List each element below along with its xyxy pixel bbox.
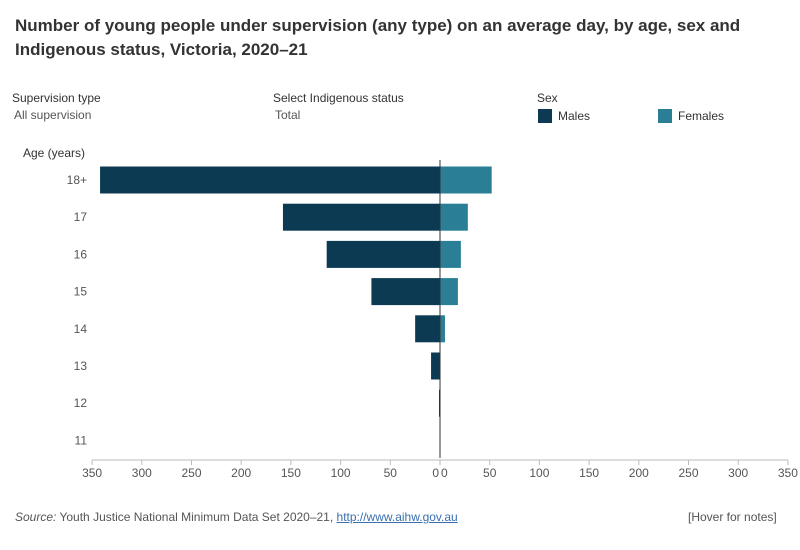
age-label-12: 12 bbox=[74, 396, 88, 410]
x-tick-label-right-350: 350 bbox=[778, 466, 798, 480]
hover-notes-button[interactable]: [Hover for notes] bbox=[688, 510, 777, 524]
x-tick-label-left-150: 150 bbox=[281, 466, 301, 480]
age-label-11: 11 bbox=[75, 433, 88, 447]
bar-males-13[interactable] bbox=[431, 352, 440, 380]
x-tick-label-right-150: 150 bbox=[579, 466, 599, 480]
legend-item-females[interactable]: Females bbox=[658, 109, 724, 123]
x-tick-label-right-250: 250 bbox=[678, 466, 698, 480]
bar-males-16[interactable] bbox=[326, 240, 440, 268]
source-text: Youth Justice National Minimum Data Set … bbox=[56, 510, 337, 524]
x-tick-label-left-50: 50 bbox=[384, 466, 398, 480]
age-label-14: 14 bbox=[74, 322, 88, 336]
indigenous-status-label: Select Indigenous status bbox=[273, 91, 404, 105]
bar-females-18+[interactable] bbox=[440, 166, 492, 194]
bar-males-15[interactable] bbox=[371, 278, 440, 306]
bar-females-14[interactable] bbox=[440, 315, 445, 343]
age-label-18+: 18+ bbox=[67, 173, 87, 187]
x-tick-label-right-100: 100 bbox=[529, 466, 549, 480]
bar-males-14[interactable] bbox=[415, 315, 440, 343]
x-tick-label-right-300: 300 bbox=[728, 466, 748, 480]
legend-title: Sex bbox=[537, 91, 558, 105]
legend-label-males: Males bbox=[558, 109, 591, 123]
x-tick-label-left-350: 350 bbox=[82, 466, 102, 480]
source-note: Source: Youth Justice National Minimum D… bbox=[15, 510, 458, 524]
source-link[interactable]: http://www.aihw.gov.au bbox=[336, 510, 458, 524]
y-axis-title: Age (years) bbox=[23, 146, 85, 160]
x-tick-label-left-100: 100 bbox=[331, 466, 351, 480]
bar-males-17[interactable] bbox=[282, 203, 440, 231]
x-tick-label-left-250: 250 bbox=[181, 466, 201, 480]
bar-females-15[interactable] bbox=[440, 278, 458, 306]
supervision-type-label: Supervision type bbox=[12, 91, 101, 105]
legend-swatch-females bbox=[658, 109, 672, 123]
age-label-17: 17 bbox=[74, 210, 88, 224]
supervision-type-select[interactable]: All supervision bbox=[14, 108, 92, 122]
x-tick-label-left-0: 0 bbox=[432, 466, 439, 480]
legend-label-females: Females bbox=[678, 109, 725, 123]
chart-title: Number of young people under supervision… bbox=[15, 16, 741, 59]
age-label-16: 16 bbox=[74, 247, 88, 261]
age-label-13: 13 bbox=[74, 359, 88, 373]
bar-females-16[interactable] bbox=[440, 240, 461, 268]
bar-females-17[interactable] bbox=[440, 203, 468, 231]
x-tick-label-left-200: 200 bbox=[231, 466, 251, 480]
x-tick-label-right-0: 0 bbox=[441, 466, 448, 480]
source-label: Source: bbox=[15, 510, 57, 524]
age-label-15: 15 bbox=[74, 285, 88, 299]
bar-males-18+[interactable] bbox=[100, 166, 440, 194]
indigenous-status-select[interactable]: Total bbox=[275, 108, 301, 122]
legend-swatch-males bbox=[538, 109, 552, 123]
x-tick-label-right-50: 50 bbox=[483, 466, 497, 480]
x-tick-label-left-300: 300 bbox=[132, 466, 152, 480]
x-tick-label-right-200: 200 bbox=[629, 466, 649, 480]
legend-item-males[interactable]: Males bbox=[538, 109, 590, 123]
